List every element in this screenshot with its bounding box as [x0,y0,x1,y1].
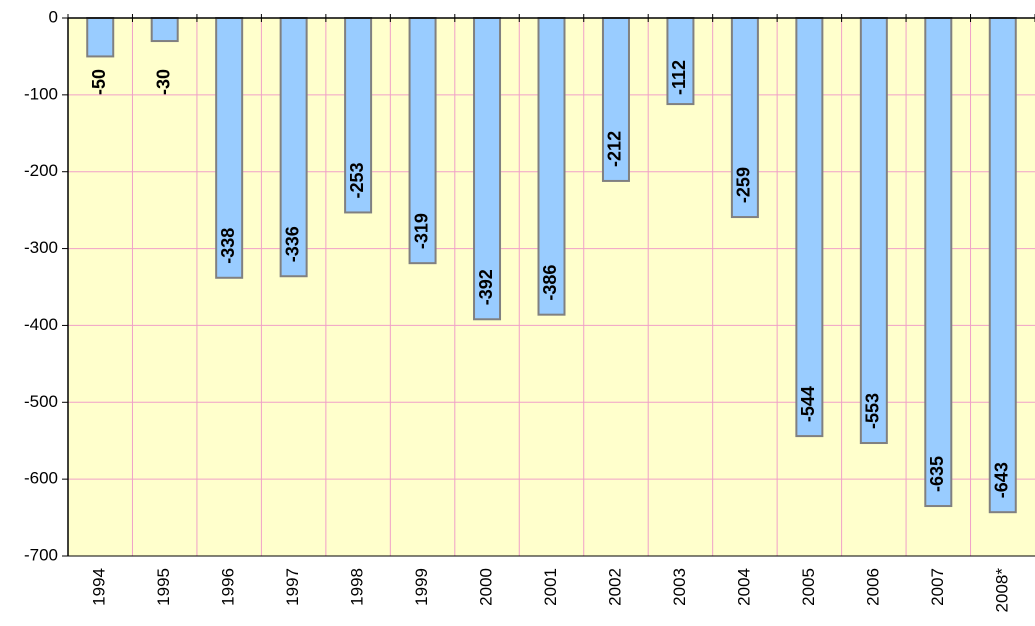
value-label: -253 [347,162,367,198]
x-tick-label: 1998 [348,568,367,606]
x-tick-label: 2001 [541,568,560,606]
value-label: -386 [540,265,560,301]
y-tick-label: -100 [24,84,58,103]
bar [473,17,502,321]
x-tick-label: 1997 [283,568,302,606]
value-label: -336 [282,226,302,262]
y-tick-label: -400 [24,315,58,334]
value-label: -553 [863,393,883,429]
value-label: -212 [605,131,625,167]
x-tick-label: 1995 [154,568,173,606]
x-tick-label: 2007 [928,568,947,606]
bar [601,17,630,182]
x-tick-label: 2002 [605,568,624,606]
y-tick-label: -700 [24,545,58,564]
y-tick-label: -200 [24,161,58,180]
bar [86,17,115,58]
value-label: -544 [798,386,818,422]
bar [408,17,437,265]
x-tick-label: 2006 [863,568,882,606]
value-label: -30 [153,69,173,95]
bar [215,17,244,279]
bar [730,17,759,219]
x-tick-label: 1996 [219,568,238,606]
y-tick-label: -500 [24,392,58,411]
bar [344,17,373,214]
y-tick-label: 0 [49,7,58,26]
x-tick-label: 1999 [412,568,431,606]
bar [924,17,953,508]
value-label: -643 [992,462,1012,498]
x-tick-label: 2003 [670,568,689,606]
bar [150,17,179,43]
value-label: -338 [218,228,238,264]
x-tick-label: 2008* [992,568,1011,613]
y-tick-label: -600 [24,469,58,488]
y-tick-label: -300 [24,238,58,257]
x-tick-label: 2000 [477,568,496,606]
x-tick-label: 2004 [734,568,753,606]
x-tick-label: 2005 [799,568,818,606]
bar [537,17,566,316]
bar [859,17,888,445]
bar [988,17,1017,514]
bar [795,17,824,438]
x-tick-label: 1994 [90,568,109,606]
bar [666,17,695,106]
value-label: -112 [669,60,689,95]
value-label: -635 [927,456,947,492]
value-label: -319 [411,213,431,249]
value-label: -50 [89,69,109,95]
value-label: -392 [476,269,496,305]
value-label: -259 [734,167,754,203]
bar [279,17,308,278]
